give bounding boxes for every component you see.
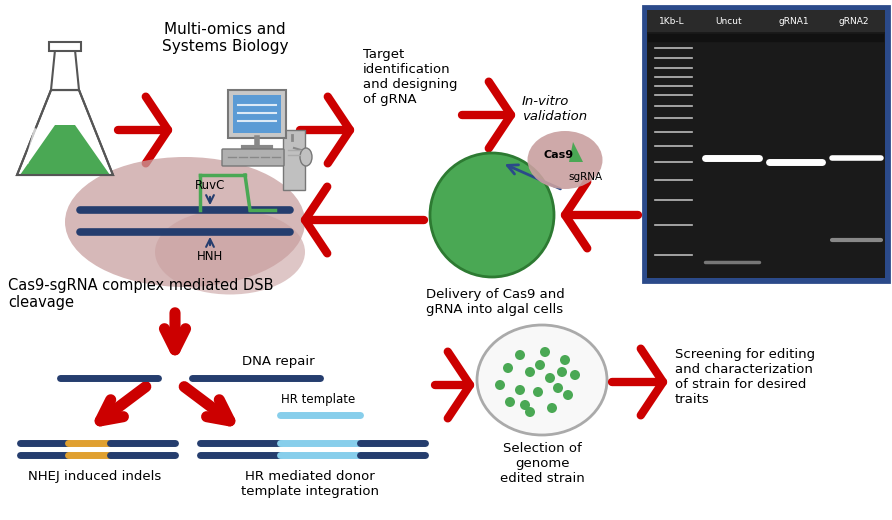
Text: HR mediated donor
template integration: HR mediated donor template integration [241, 470, 379, 498]
Circle shape [557, 367, 567, 377]
Text: In-vitro
validation: In-vitro validation [522, 95, 587, 123]
FancyBboxPatch shape [222, 149, 284, 166]
Circle shape [553, 383, 563, 393]
Ellipse shape [477, 325, 607, 435]
Polygon shape [51, 50, 79, 90]
Text: Delivery of Cas9 and
gRNA into algal cells: Delivery of Cas9 and gRNA into algal cel… [425, 288, 565, 316]
Bar [647, 10, 885, 278]
Ellipse shape [155, 210, 305, 294]
Text: Uncut: Uncut [715, 17, 742, 25]
Circle shape [525, 407, 535, 417]
Polygon shape [17, 90, 113, 175]
Text: RuvC: RuvC [194, 179, 225, 192]
Text: Cas9-sgRNA complex mediated DSB
cleavage: Cas9-sgRNA complex mediated DSB cleavage [8, 278, 274, 310]
Text: NHEJ induced indels: NHEJ induced indels [29, 470, 161, 483]
Circle shape [545, 373, 555, 383]
Bar [283, 130, 305, 190]
Circle shape [495, 380, 505, 390]
Text: DNA repair: DNA repair [242, 355, 315, 368]
Circle shape [570, 370, 580, 380]
Circle shape [540, 347, 550, 357]
Text: sgRNA: sgRNA [568, 172, 602, 182]
Circle shape [547, 403, 557, 413]
Text: gRNA2: gRNA2 [838, 17, 869, 25]
Ellipse shape [300, 148, 312, 166]
Circle shape [430, 153, 554, 277]
Circle shape [535, 360, 545, 370]
Ellipse shape [65, 157, 305, 287]
Text: HR template: HR template [281, 393, 355, 406]
Circle shape [525, 367, 535, 377]
Polygon shape [20, 125, 110, 175]
Circle shape [515, 385, 525, 395]
Circle shape [515, 350, 525, 360]
Ellipse shape [527, 131, 602, 189]
Text: Cas9: Cas9 [544, 150, 574, 160]
Text: Multi-omics and
Systems Biology: Multi-omics and Systems Biology [161, 22, 288, 55]
Text: Selection of
genome
edited strain: Selection of genome edited strain [500, 442, 584, 485]
Circle shape [520, 400, 530, 410]
Bar [647, 10, 885, 32]
Circle shape [563, 390, 573, 400]
Text: 1Kb-L: 1Kb-L [659, 17, 685, 25]
Text: gRNA1: gRNA1 [779, 17, 809, 25]
Text: HNH: HNH [197, 250, 223, 263]
Text: Screening for editing
and characterization
of strain for desired
traits: Screening for editing and characterizati… [675, 348, 815, 406]
Bar [228, 90, 286, 138]
Circle shape [560, 355, 570, 365]
Polygon shape [569, 142, 583, 162]
Bar [643, 6, 889, 282]
Bar [233, 95, 281, 133]
Text: Target
identification
and designing
of gRNA: Target identification and designing of g… [363, 48, 458, 106]
Circle shape [503, 363, 513, 373]
Bar [49, 42, 81, 51]
Circle shape [533, 387, 543, 397]
Circle shape [505, 397, 515, 407]
